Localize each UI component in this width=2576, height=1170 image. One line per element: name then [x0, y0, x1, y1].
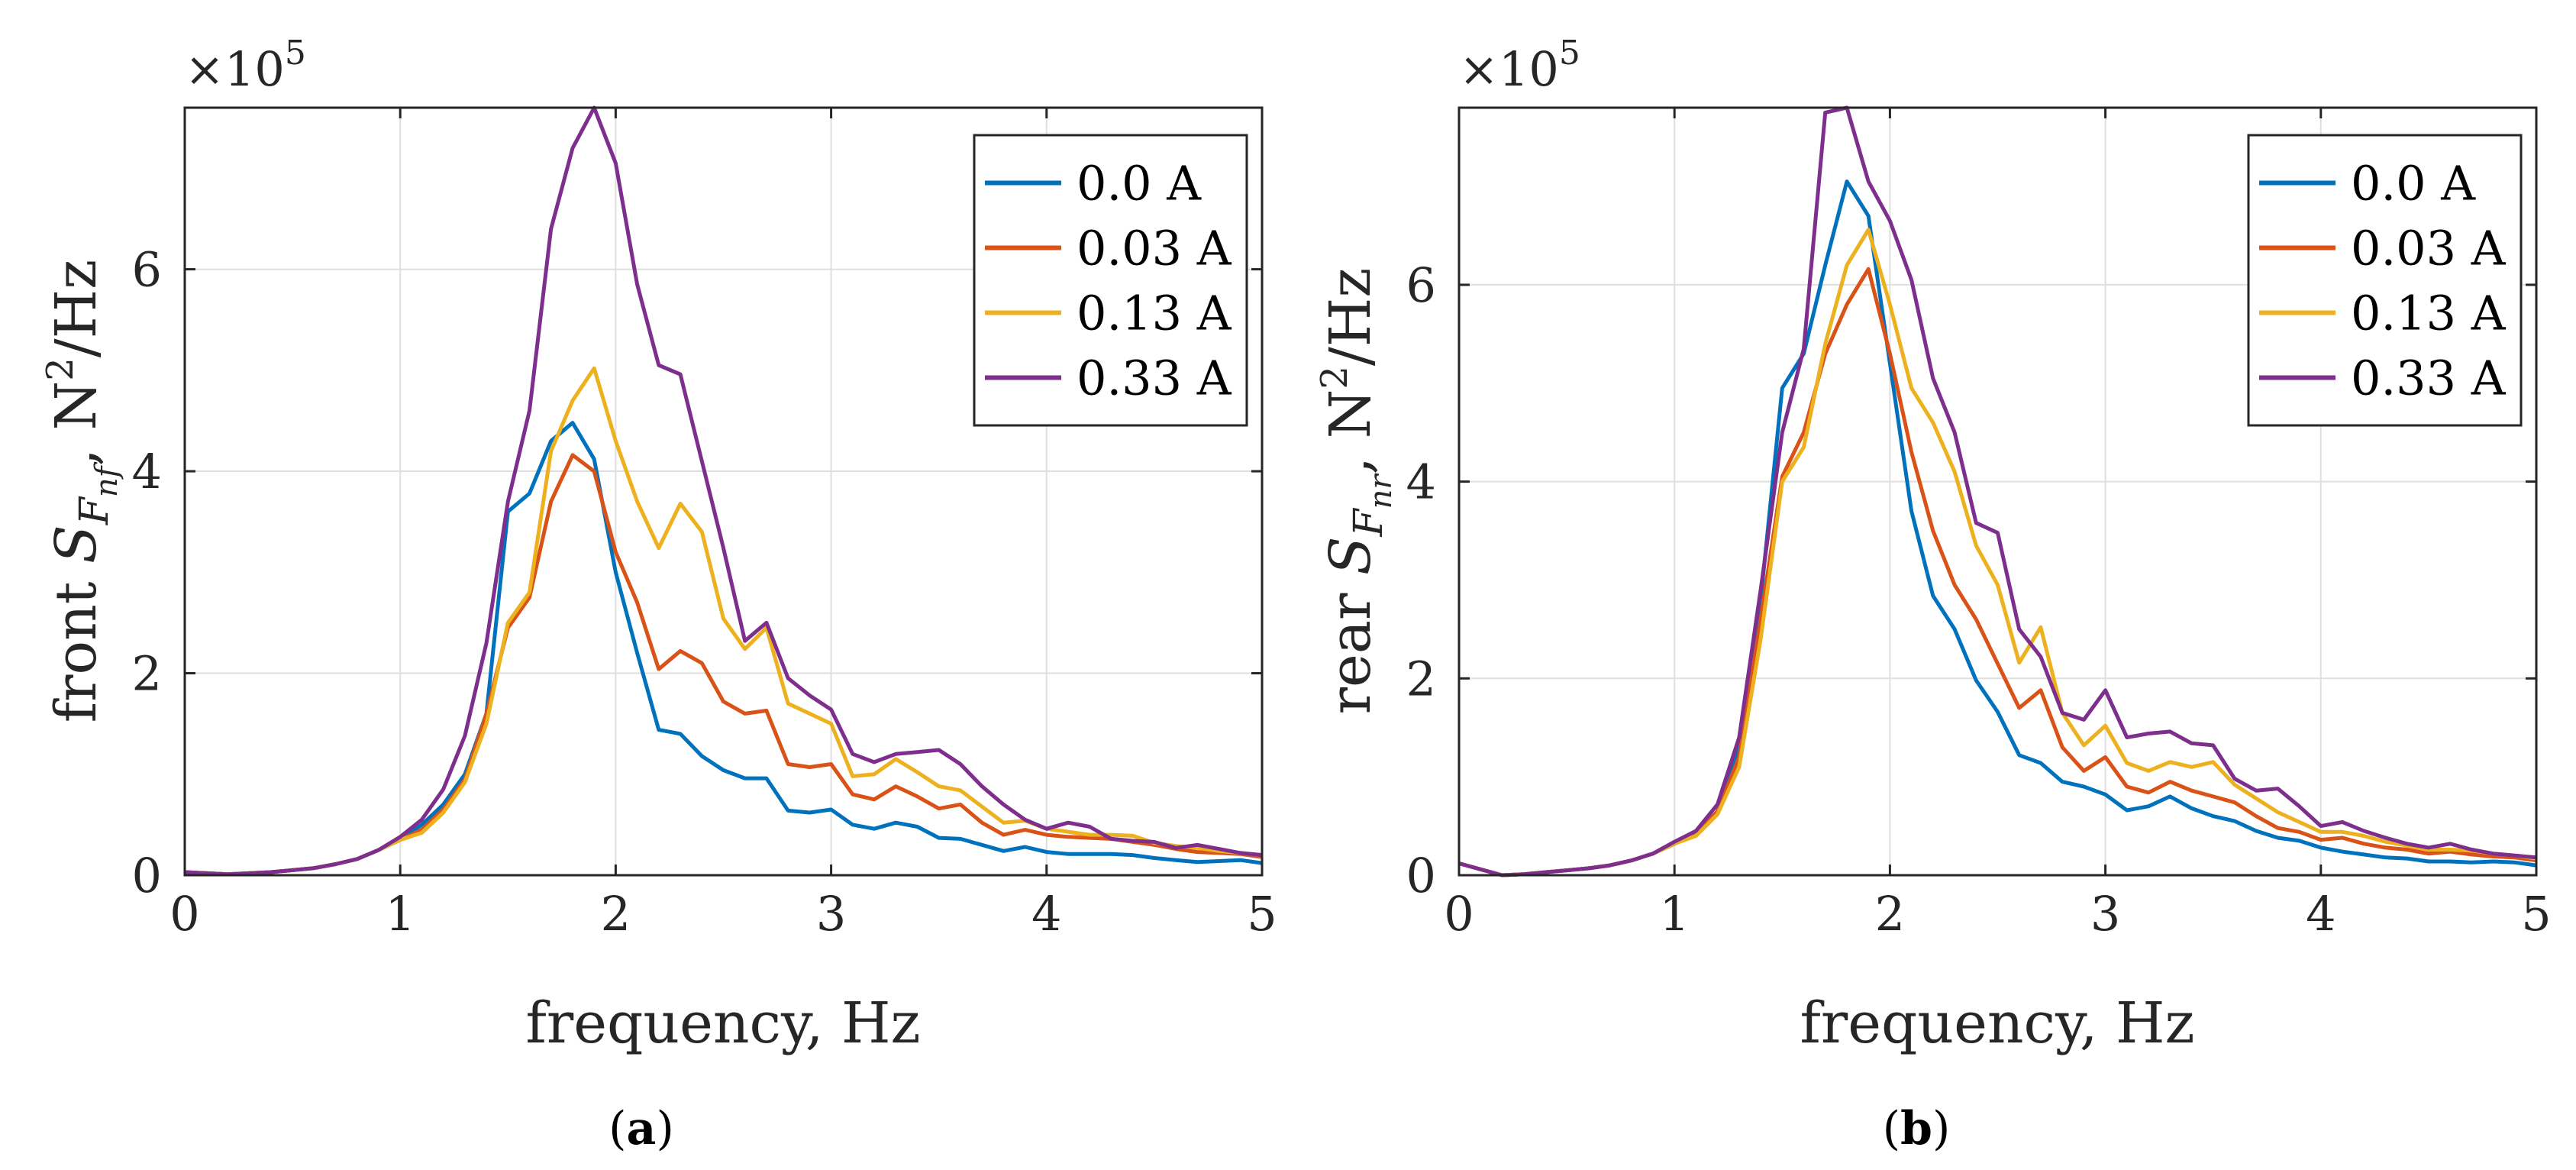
x-axis-label-a: frequency, Hz	[525, 991, 920, 1056]
legend-label: 0.13 A	[1077, 286, 1232, 341]
x-tick-label: 4	[1031, 886, 1061, 942]
y-axis-label-b: rear SFnr, N2/Hz	[1313, 268, 1399, 715]
legend-label: 0.33 A	[2351, 351, 2507, 406]
series-lines-a	[184, 105, 1263, 877]
y-tick-label: 4	[132, 444, 162, 499]
axes-box-b	[1457, 106, 2538, 877]
ticks-a	[183, 108, 1264, 877]
caption-b: (b)	[1883, 1102, 1951, 1155]
legend-label: 0.03 A	[2351, 221, 2507, 276]
y-tick-label: 0	[132, 848, 162, 903]
x-tick-label: 5	[1247, 886, 1277, 942]
legend-a: 0.0 A 0.03 A 0.13 A 0.33 A	[973, 134, 1248, 427]
y-tick-labels-b: 0 2 4 6	[1406, 257, 1436, 903]
multiplier-a: ×105	[185, 34, 306, 97]
panel-a: 0 1 2 3 4 5 0 2 4 6 ×105 frequency, Hz front SFn…	[39, 34, 1277, 1155]
panel-b: 0 1 2 3 4 5 0 2 4 6 ×105 frequency, Hz rear SFnr…	[1313, 34, 2552, 1155]
caption-a: (a)	[608, 1102, 674, 1155]
x-tick-label: 3	[2090, 886, 2120, 942]
series-line-0-33-A	[184, 105, 1263, 877]
y-tick-label: 2	[1406, 651, 1436, 706]
y-tick-label: 6	[132, 242, 162, 298]
legend-label: 0.13 A	[2351, 286, 2507, 341]
x-axis-label-b: frequency, Hz	[1800, 991, 2194, 1056]
x-tick-label: 2	[1875, 886, 1905, 942]
x-tick-label: 3	[816, 886, 846, 942]
series-line-0-33-A	[1458, 105, 2537, 878]
series-lines-b	[1458, 105, 2537, 878]
y-tick-label: 0	[1406, 848, 1436, 903]
x-tick-label: 4	[2306, 886, 2336, 942]
x-tick-label: 1	[1659, 886, 1689, 942]
x-tick-label: 1	[385, 886, 415, 942]
x-tick-label: 0	[1444, 886, 1474, 942]
x-tick-labels-b: 0 1 2 3 4 5	[1444, 886, 2551, 942]
x-tick-label: 0	[169, 886, 199, 942]
legend-b: 0.0 A 0.03 A 0.13 A 0.33 A	[2247, 134, 2523, 427]
legend-label: 0.03 A	[1077, 221, 1232, 276]
y-tick-label: 4	[1406, 454, 1436, 510]
legend-label: 0.33 A	[1077, 351, 1232, 406]
y-tick-label: 2	[132, 646, 162, 702]
ticks-b	[1457, 108, 2538, 877]
x-tick-label: 2	[601, 886, 631, 942]
legend-label: 0.0 A	[2351, 156, 2476, 212]
y-tick-labels-a: 0 2 4 6	[132, 242, 162, 903]
legend-label: 0.0 A	[1077, 156, 1202, 212]
y-tick-label: 6	[1406, 257, 1436, 313]
x-tick-label: 5	[2521, 886, 2551, 942]
axes-box-a	[183, 106, 1264, 877]
x-tick-labels-a: 0 1 2 3 4 5	[169, 886, 1277, 942]
y-axis-label-a: front SFnf, N2/Hz	[39, 260, 124, 722]
multiplier-b: ×105	[1459, 34, 1580, 97]
